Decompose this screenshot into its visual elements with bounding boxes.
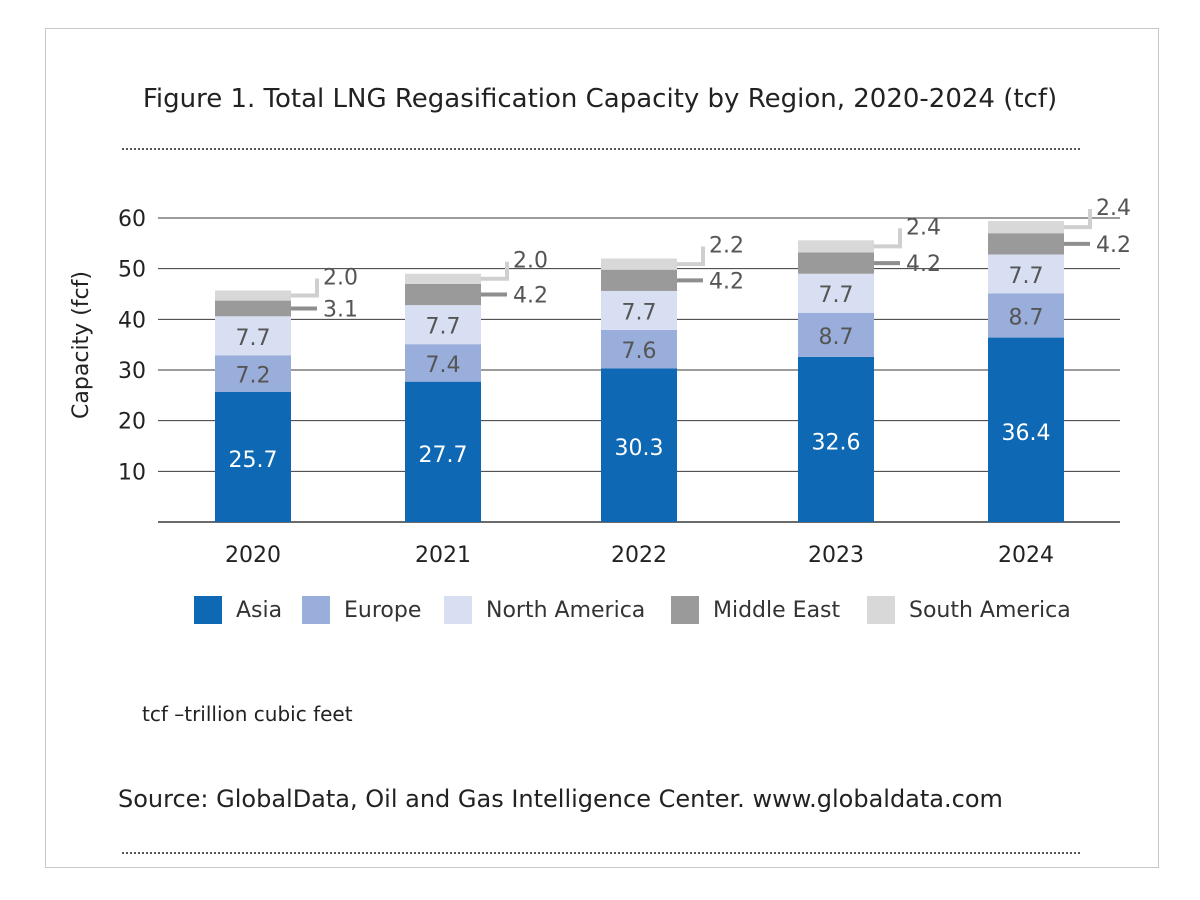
bar-segment-europe: [798, 312, 874, 357]
legend-item-middle-east: Middle East: [671, 596, 840, 624]
bar-segment-north-america: [215, 316, 291, 356]
bar-segment-middle-east: [601, 269, 677, 291]
bar-segment-south-america: [988, 221, 1064, 234]
bar-segment-middle-east: [988, 233, 1064, 255]
x-tick-label: 2024: [998, 543, 1054, 568]
legend-swatch-south-america: [867, 596, 895, 624]
x-tick-label: 2022: [611, 543, 667, 568]
data-label: 7.6: [622, 339, 657, 364]
y-tick-label: 50: [118, 258, 146, 283]
x-tick-label: 2020: [225, 543, 281, 568]
legend-swatch-middle-east: [671, 596, 699, 624]
data-label: 2.4: [906, 215, 941, 240]
bar-segment-europe: [988, 293, 1064, 338]
data-label: 2.4: [1096, 196, 1131, 221]
callout-line-south-america: [1064, 209, 1092, 230]
data-label: 7.7: [236, 326, 271, 351]
legend-label-asia: Asia: [236, 597, 283, 623]
bar-segment-europe: [601, 329, 677, 369]
data-label: 25.7: [229, 448, 278, 473]
data-label: 7.7: [819, 283, 854, 308]
data-label: 4.2: [513, 284, 548, 309]
legend-item-north-america: North America: [444, 596, 645, 624]
bar-segment-middle-east: [798, 252, 874, 274]
chart-title: Figure 1. Total LNG Regasification Capac…: [142, 84, 1058, 114]
legend-item-europe: Europe: [302, 596, 421, 624]
data-label: 7.7: [426, 315, 461, 340]
bar-segment-asia: [215, 391, 291, 522]
data-label: 3.1: [323, 297, 358, 322]
x-tick-label: 2021: [415, 543, 471, 568]
bar-segment-north-america: [601, 290, 677, 330]
source-note: Source: GlobalData, Oil and Gas Intellig…: [118, 785, 1003, 813]
bar-segment-north-america: [405, 305, 481, 345]
bar-segment-north-america: [798, 273, 874, 313]
data-label: 36.4: [1002, 421, 1051, 446]
y-tick-label: 10: [118, 460, 146, 485]
legend-swatch-asia: [194, 596, 222, 624]
legend-label-north-america: North America: [486, 597, 646, 623]
data-label: 7.4: [426, 353, 461, 378]
bar-segment-asia: [601, 368, 677, 522]
x-tick-label: 2023: [808, 543, 864, 568]
data-label: 4.2: [906, 252, 941, 277]
y-tick-label: 40: [118, 308, 146, 333]
bar-segment-middle-east: [405, 283, 481, 306]
bar-segment-south-america: [405, 273, 481, 284]
data-label: 2.2: [709, 234, 744, 259]
callout-line-south-america: [677, 246, 705, 267]
callout-line-south-america: [874, 228, 902, 249]
bar-segment-middle-east: [215, 300, 291, 317]
callout-line-south-america: [481, 261, 509, 281]
data-label: 2.0: [323, 265, 358, 290]
y-axis-title: Capacity (fcf): [69, 271, 94, 419]
footnote: tcf –trillion cubic feet: [142, 702, 353, 726]
y-tick-label: 30: [118, 359, 146, 384]
data-label: 8.7: [1009, 306, 1044, 331]
bar-segment-europe: [405, 344, 481, 382]
source-dotted-rule: [122, 852, 1080, 854]
legend-swatch-north-america: [444, 596, 472, 624]
data-label: 7.7: [1009, 264, 1044, 289]
legend-swatch-europe: [302, 596, 330, 624]
bar-segment-asia: [405, 381, 481, 522]
legend-label-south-america: South America: [909, 597, 1071, 623]
data-label: 7.7: [622, 300, 657, 325]
data-label: 32.6: [812, 430, 861, 455]
data-label: 27.7: [419, 443, 468, 468]
bar-segment-asia: [798, 356, 874, 522]
bar-segment-asia: [988, 337, 1064, 522]
bar-segment-south-america: [215, 290, 291, 301]
data-label: 4.2: [1096, 233, 1131, 258]
data-label: 7.2: [236, 364, 271, 389]
y-tick-label: 60: [118, 207, 146, 232]
legend-label-europe: Europe: [344, 597, 422, 623]
bar-segment-south-america: [601, 258, 677, 270]
bar-segment-south-america: [798, 240, 874, 253]
bar-segment-europe: [215, 355, 291, 392]
legend-item-south-america: South America: [867, 596, 1071, 624]
callout-line-south-america: [291, 278, 319, 298]
legend-item-asia: Asia: [194, 596, 282, 624]
data-label: 2.0: [513, 249, 548, 274]
y-tick-label: 20: [118, 410, 146, 435]
data-label: 4.2: [709, 269, 744, 294]
chart-legend: Asia Europe North America Middle East So…: [0, 596, 1200, 626]
data-label: 8.7: [819, 325, 854, 350]
data-label: 30.3: [615, 436, 664, 461]
legend-label-middle-east: Middle East: [713, 597, 841, 623]
bar-segment-north-america: [988, 254, 1064, 294]
title-dotted-rule: [122, 148, 1080, 150]
